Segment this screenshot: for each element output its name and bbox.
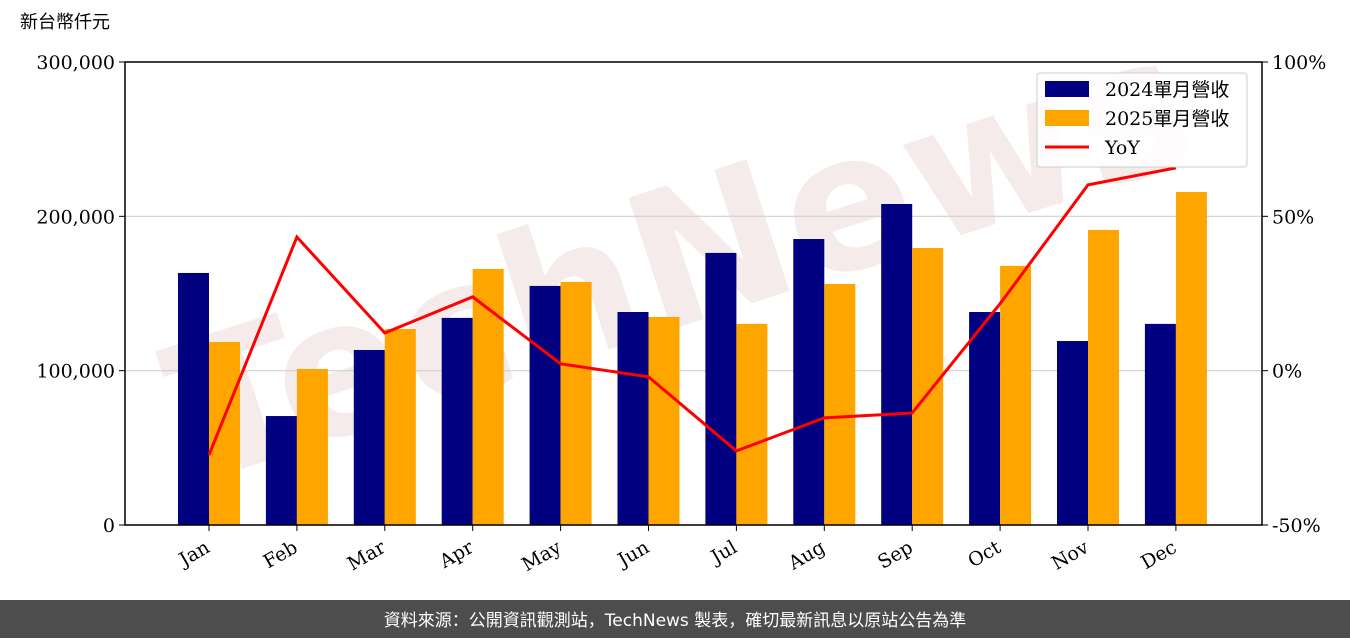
x-tick-label: Sep [874, 536, 917, 573]
x-tick-label: Feb [260, 536, 302, 573]
bar [1057, 341, 1088, 525]
x-tick-label: Jul [706, 536, 741, 569]
y-tick-label: 100,000 [36, 361, 115, 383]
x-tick-label: May [518, 536, 565, 576]
bar [705, 252, 737, 525]
y2-tick-label: 100% [1272, 52, 1326, 74]
x-tick-label: Jan [174, 536, 214, 572]
y-tick-label: 200,000 [36, 206, 115, 228]
bar [793, 239, 825, 526]
y-tick-label: 300,000 [36, 52, 115, 74]
bar [824, 283, 856, 525]
legend-label: 2024單月營收 [1105, 79, 1229, 101]
line [207, 166, 1177, 456]
x-tick-label: Dec [1137, 536, 1180, 574]
x-tick-label: Aug [784, 536, 829, 575]
bar [209, 341, 240, 525]
footer-text: 資料來源：公開資訊觀測站，TechNews 製表，確切最新訊息以原站公告為準 [384, 611, 966, 631]
x-tick-label: Jun [612, 536, 653, 572]
legend-box [1036, 72, 1248, 168]
bar [472, 268, 504, 525]
bar [353, 349, 385, 525]
bar [1000, 265, 1032, 525]
bar [736, 323, 768, 525]
bar [1144, 323, 1176, 525]
bar [1088, 229, 1119, 525]
y-tick-label: 0 [103, 515, 115, 537]
plot-frame [124, 61, 1263, 526]
bar [648, 316, 680, 525]
bar [384, 328, 416, 525]
x-tick-label: Apr [435, 536, 478, 573]
bar [969, 312, 1001, 525]
legend-swatch [1045, 110, 1089, 126]
y2-tick-label: 50% [1272, 206, 1314, 228]
bar [560, 281, 592, 525]
bar [441, 317, 473, 525]
bar [296, 368, 328, 525]
y2-tick-label: 0% [1272, 361, 1302, 383]
x-tick-label: Mar [344, 536, 390, 575]
legend-label: YoY [1104, 137, 1140, 159]
bar [529, 285, 561, 525]
bar [178, 272, 209, 525]
x-tick-label: Nov [1048, 536, 1093, 575]
legend-label: 2025單月營收 [1105, 108, 1229, 130]
footer-bar [0, 600, 1350, 638]
legend-swatch [1045, 81, 1089, 97]
y2-tick-label: -50% [1272, 515, 1321, 537]
bar [265, 416, 297, 525]
y-axis-unit: 新台幣仟元 [20, 12, 110, 33]
bar [912, 247, 944, 525]
x-tick-label: Oct [964, 536, 1005, 572]
bar [881, 203, 913, 525]
bar [617, 312, 649, 525]
bar [1175, 191, 1207, 525]
